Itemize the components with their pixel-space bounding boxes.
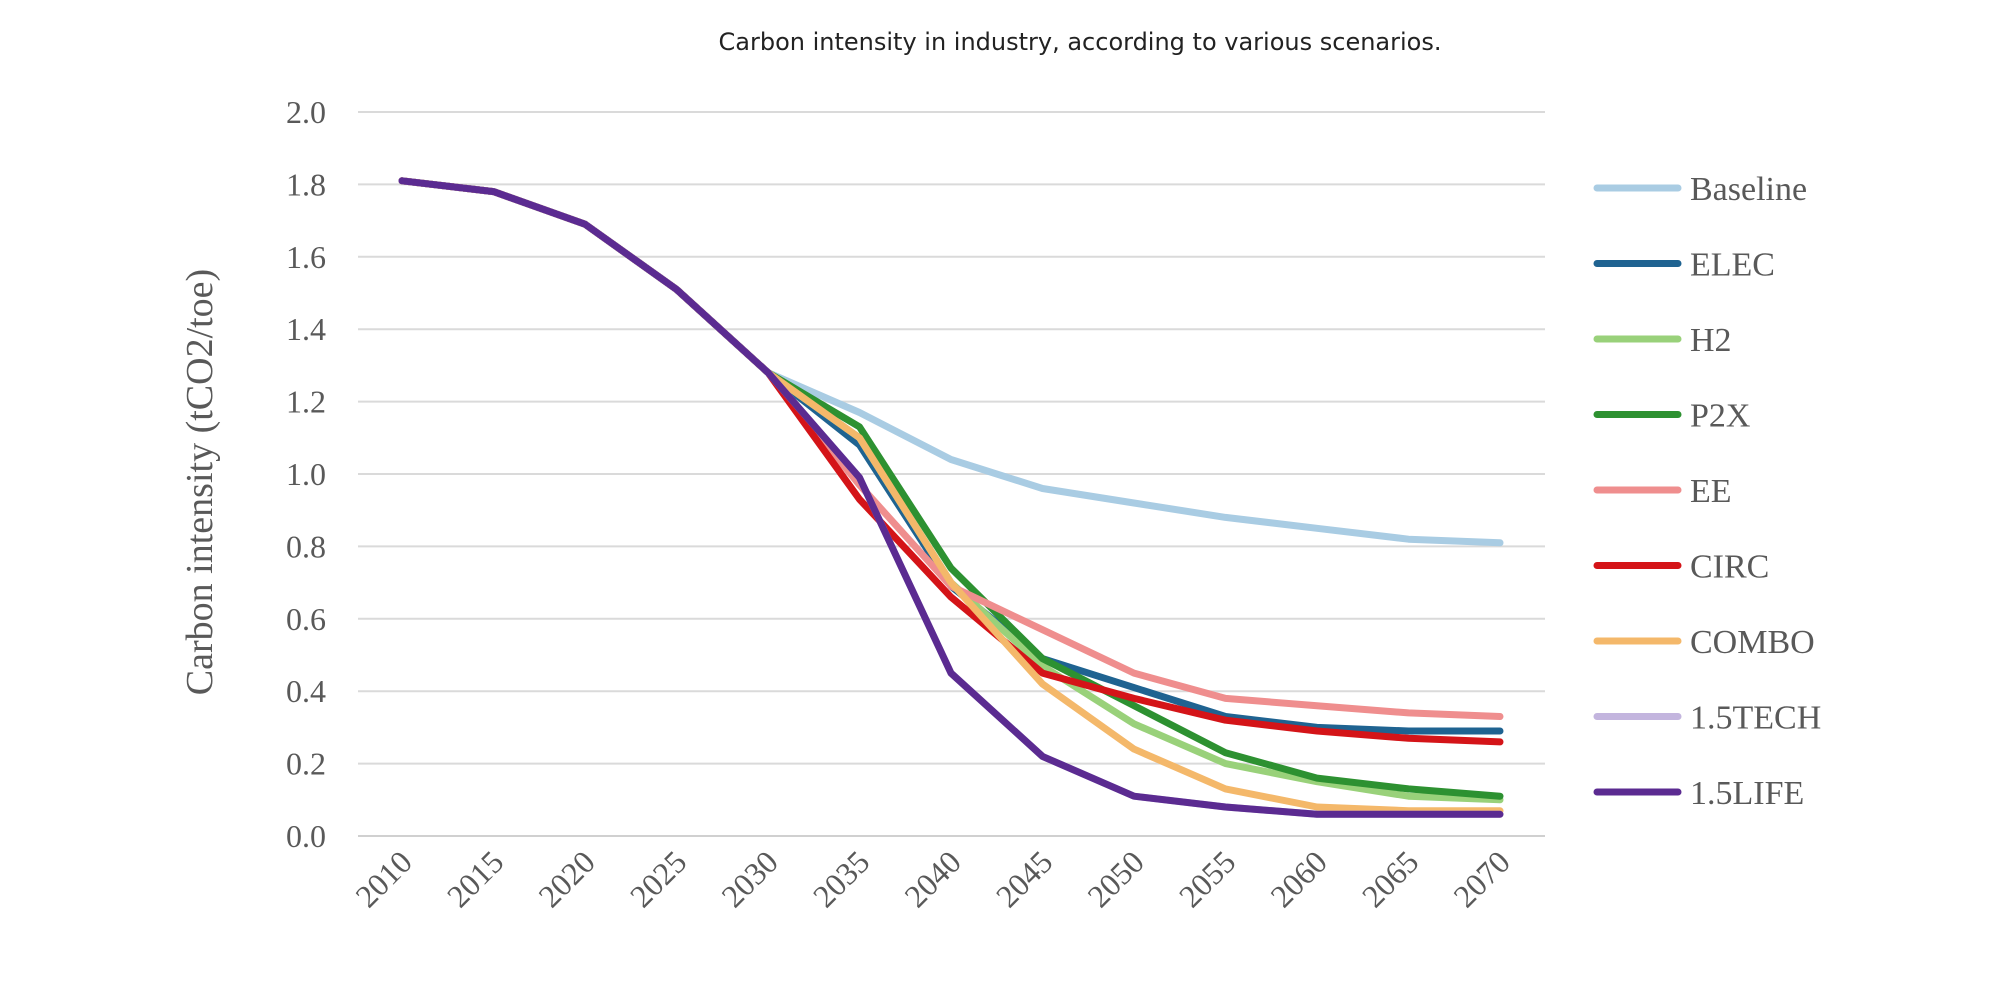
x-tick-label: 2035 bbox=[806, 843, 877, 914]
y-tick-label: 0.4 bbox=[286, 673, 326, 709]
series-line-1-5tech bbox=[398, 177, 1504, 818]
y-tick-label: 1.4 bbox=[286, 311, 326, 347]
y-tick-label: 1.8 bbox=[286, 166, 326, 202]
series-line-combo bbox=[398, 177, 1504, 815]
x-tick-label: 2045 bbox=[989, 843, 1060, 914]
gridlines bbox=[358, 111, 1545, 837]
x-tick-label: 2060 bbox=[1263, 843, 1334, 914]
legend-label-1-5tech: 1.5TECH bbox=[1690, 700, 1821, 737]
x-tick-label: 2020 bbox=[531, 843, 602, 914]
series-line-1-5life bbox=[398, 177, 1504, 818]
y-tick-label: 1.6 bbox=[286, 239, 326, 275]
y-tick-label: 1.2 bbox=[286, 384, 326, 420]
y-tick-label: 0.6 bbox=[286, 601, 326, 637]
x-tick-label: 2050 bbox=[1080, 843, 1151, 914]
legend-label-elec: ELEC bbox=[1690, 247, 1775, 284]
legend-label-h2: H2 bbox=[1690, 322, 1732, 359]
y-tick-label: 0.8 bbox=[286, 528, 326, 564]
y-tick-label: 1.0 bbox=[286, 456, 326, 492]
legend-label-combo: COMBO bbox=[1690, 624, 1815, 661]
legend-label-1-5life: 1.5LIFE bbox=[1690, 775, 1804, 812]
y-axis-label: Carbon intensity (tCO2/toe) bbox=[179, 269, 221, 695]
x-tick-label: 2010 bbox=[348, 843, 419, 914]
y-tick-label: 0.2 bbox=[286, 746, 326, 782]
x-tick-label: 2065 bbox=[1355, 843, 1426, 914]
x-tick-label: 2040 bbox=[897, 843, 968, 914]
x-tick-label: 2030 bbox=[714, 843, 785, 914]
series-lines bbox=[398, 177, 1504, 818]
legend: Baseline ELEC H2 P2X EE CIRC COMBO 1.5TECH 1.5LI… bbox=[1593, 171, 1821, 812]
y-tick-label: 0.0 bbox=[286, 818, 326, 854]
x-tick-label: 2025 bbox=[623, 843, 694, 914]
y-tick-label: 2.0 bbox=[286, 94, 326, 130]
series-line-ee bbox=[398, 177, 1504, 720]
x-axis-ticks: 2010 2015 2020 2025 2030 2035 2040 2045 2050 2055… bbox=[348, 843, 1517, 914]
legend-label-p2x: P2X bbox=[1690, 398, 1750, 435]
chart-title: Carbon intensity in industry, according … bbox=[719, 28, 1442, 56]
x-tick-label: 2015 bbox=[440, 843, 511, 914]
legend-label-baseline: Baseline bbox=[1690, 171, 1807, 208]
x-tick-label: 2070 bbox=[1446, 843, 1517, 914]
legend-label-ee: EE bbox=[1690, 473, 1732, 510]
series-line-baseline bbox=[398, 177, 1504, 547]
legend-label-circ: CIRC bbox=[1690, 549, 1769, 586]
y-axis-ticks: 0.0 0.2 0.4 0.6 0.8 1.0 1.2 1.4 1.6 1.8 2.0 bbox=[286, 94, 326, 854]
x-tick-label: 2055 bbox=[1172, 843, 1243, 914]
